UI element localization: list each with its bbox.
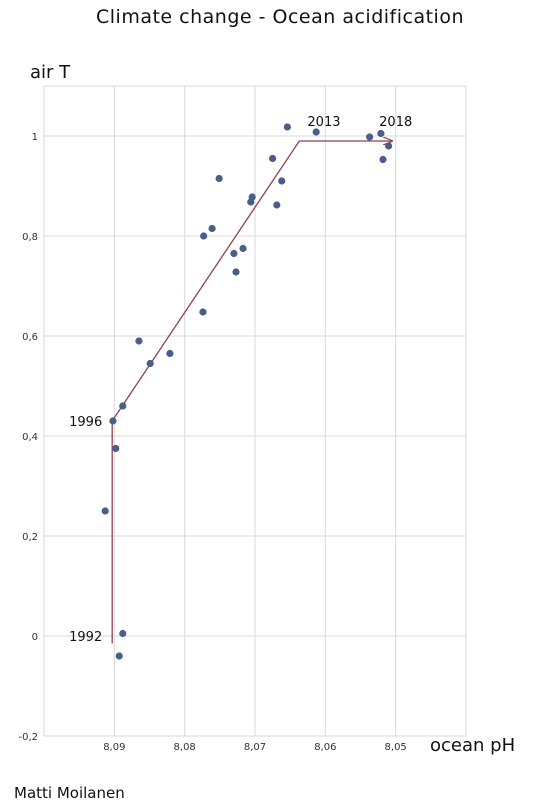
data-point bbox=[379, 155, 387, 164]
data-point bbox=[101, 507, 109, 515]
data-point bbox=[283, 123, 291, 131]
data-point bbox=[109, 417, 117, 425]
data-point bbox=[377, 129, 385, 138]
y-axis-label: air T bbox=[30, 62, 71, 83]
data-point bbox=[232, 268, 240, 276]
y-tick-label: 0,6 bbox=[22, 332, 38, 343]
y-tick-label: 0,2 bbox=[22, 532, 38, 543]
x-tick-label: 8,09 bbox=[103, 742, 125, 753]
x-tick-label: 8,05 bbox=[385, 742, 407, 753]
data-point bbox=[208, 224, 216, 233]
data-points bbox=[101, 123, 393, 660]
y-tick-label: 0,4 bbox=[22, 432, 38, 443]
data-point bbox=[278, 177, 286, 185]
chart-title: Climate change - Ocean acidification bbox=[96, 6, 464, 28]
data-point bbox=[115, 652, 123, 660]
y-tick-label: 0 bbox=[32, 632, 38, 643]
data-point bbox=[200, 232, 208, 240]
year-annotation: 2018 bbox=[379, 115, 412, 130]
y-tick-label: -0,2 bbox=[18, 732, 38, 743]
data-point bbox=[239, 244, 247, 253]
annotations: 1992 1996 2013 2018 bbox=[69, 115, 412, 645]
author-credit: Matti Moilanen bbox=[14, 784, 125, 802]
data-point bbox=[268, 154, 277, 163]
year-annotation: 1992 bbox=[69, 630, 102, 645]
y-tick-labels: -0,2 0 0,2 0,4 0,6 0,8 1 bbox=[18, 132, 38, 743]
data-point bbox=[135, 337, 143, 345]
year-annotation: 2013 bbox=[307, 115, 340, 130]
data-point bbox=[119, 629, 127, 638]
data-point bbox=[199, 308, 207, 316]
data-point bbox=[385, 142, 393, 150]
x-tick-labels: 8,09 8,08 8,07 8,06 8,05 bbox=[103, 742, 407, 753]
data-point bbox=[230, 249, 238, 258]
data-point bbox=[366, 133, 374, 141]
data-point bbox=[112, 444, 120, 453]
grid bbox=[44, 86, 466, 737]
trend-line-group bbox=[111, 141, 392, 644]
trend-line bbox=[111, 141, 392, 644]
data-point bbox=[166, 349, 174, 358]
x-tick-label: 8,07 bbox=[244, 742, 266, 753]
x-tick-label: 8,08 bbox=[174, 742, 196, 753]
year-annotation: 1996 bbox=[69, 415, 102, 430]
data-point bbox=[119, 402, 127, 410]
data-point bbox=[248, 193, 256, 201]
data-point bbox=[215, 174, 223, 183]
data-point bbox=[312, 128, 320, 136]
data-point bbox=[273, 201, 281, 209]
x-tick-label: 8,06 bbox=[314, 742, 336, 753]
y-tick-label: 0,8 bbox=[22, 232, 38, 243]
data-point bbox=[146, 359, 154, 368]
y-tick-label: 1 bbox=[32, 132, 38, 143]
x-axis-label: ocean pH bbox=[430, 735, 515, 756]
